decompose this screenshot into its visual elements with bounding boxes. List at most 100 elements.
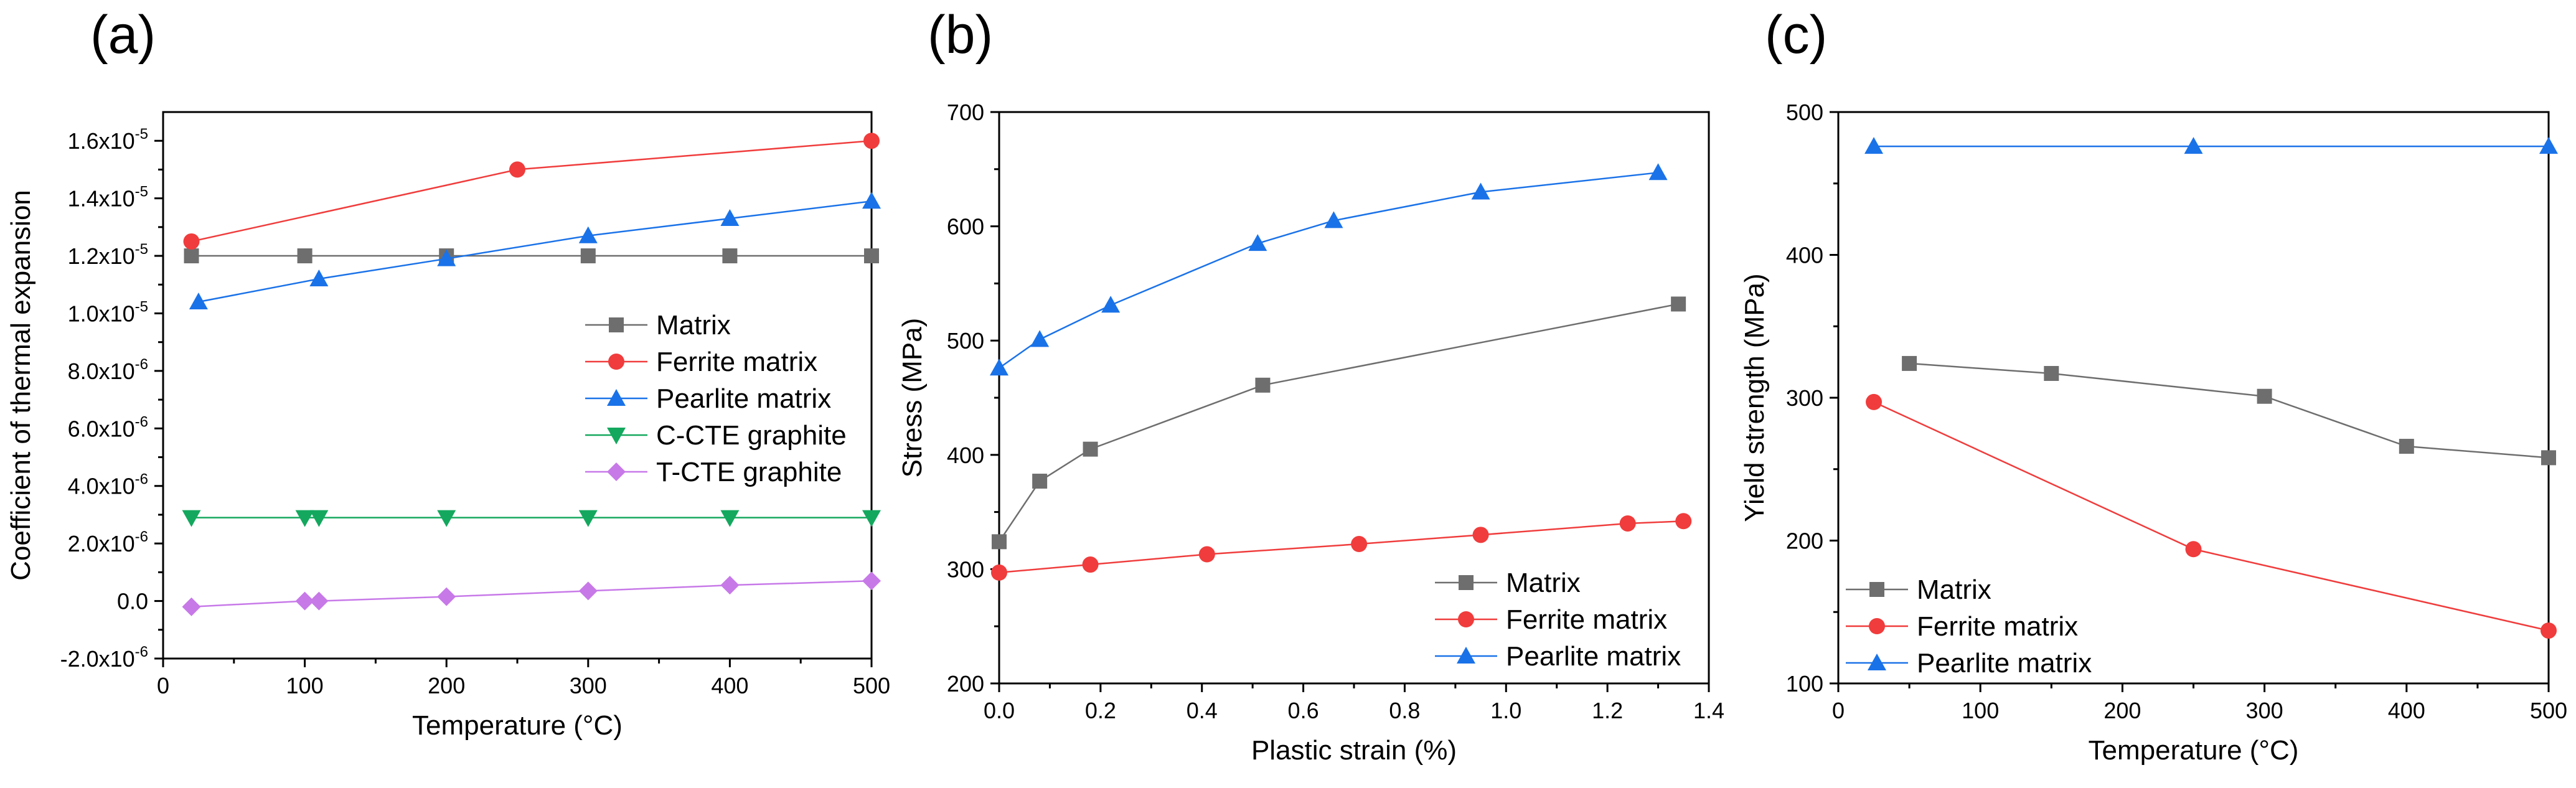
data-point xyxy=(862,571,881,591)
data-point xyxy=(864,248,879,264)
data-point xyxy=(580,248,596,264)
series-line xyxy=(198,200,872,303)
legend-item: Ferrite matrix xyxy=(1435,604,1667,635)
data-point xyxy=(437,510,456,527)
series-matrix xyxy=(1902,355,2556,466)
legend-item: Matrix xyxy=(1435,568,1581,598)
legend-marker xyxy=(607,389,626,406)
data-point xyxy=(1471,182,1490,200)
data-point xyxy=(720,576,740,595)
x-tick-label: 100 xyxy=(286,673,324,698)
y-axis: -2.0x10-6 0.0 2.0x10-6 4.0x10-6 6.0x10-6 8.0x… xyxy=(60,126,163,672)
data-point xyxy=(1864,137,1884,154)
data-point xyxy=(309,591,329,611)
y-tick-label: -2.0x10-6 xyxy=(60,644,148,672)
y-axis: 100 200 300 400 500 xyxy=(1786,100,1838,697)
data-point xyxy=(295,510,314,527)
y-axis-title: Coefficient of thermal expansion xyxy=(6,190,36,581)
legend-item: Pearlite matrix xyxy=(1846,648,2092,678)
data-point xyxy=(182,510,201,527)
data-point xyxy=(2541,622,2557,639)
legend-marker xyxy=(1868,654,1886,670)
legend: Matrix Ferrite matrix Pearlite matrix xyxy=(1435,568,1681,672)
x-tick-label: 200 xyxy=(2104,698,2141,723)
y-tick-label: 8.0x10-6 xyxy=(68,356,148,384)
series-line xyxy=(191,579,872,608)
y-tick-label: 1.0x10-5 xyxy=(68,298,148,326)
legend-label: Ferrite matrix xyxy=(1506,604,1667,635)
data-point xyxy=(437,249,456,266)
series-matrix xyxy=(184,248,879,264)
series-line xyxy=(999,520,1684,574)
data-point xyxy=(1198,546,1215,563)
series-c-cte-graphite xyxy=(182,510,881,527)
data-point xyxy=(578,510,598,527)
x-tick-label: 0.6 xyxy=(1288,698,1319,723)
y-tick-label: 100 xyxy=(1786,671,1823,697)
y-axis-title: Stress (MPa) xyxy=(897,318,928,478)
legend-marker xyxy=(1869,618,1885,634)
x-tick-label: 1.2 xyxy=(1592,698,1623,723)
legend-marker xyxy=(608,354,624,370)
data-point xyxy=(578,226,598,243)
data-point xyxy=(720,209,740,226)
data-point xyxy=(2539,137,2558,154)
x-axis: 0 100 200 300 400 500 xyxy=(1832,683,2567,723)
legend-marker xyxy=(1458,611,1474,627)
x-tick-label: 1.4 xyxy=(1693,698,1724,723)
data-point xyxy=(295,591,314,611)
data-point xyxy=(1351,536,1368,553)
data-point xyxy=(309,270,329,287)
data-point xyxy=(1082,556,1099,573)
y-tick-label: 1.6x10-5 xyxy=(68,126,148,154)
y-tick-label: 300 xyxy=(947,556,984,582)
legend-marker xyxy=(1459,575,1474,590)
legend-item: Matrix xyxy=(585,310,731,340)
data-point xyxy=(1902,355,1917,371)
panel-letter: (b) xyxy=(928,5,993,65)
series-line xyxy=(998,303,1679,543)
y-tick-label: 6.0x10-6 xyxy=(68,413,148,441)
y-tick-label: 300 xyxy=(1786,385,1823,411)
legend-label: Pearlite matrix xyxy=(656,383,831,414)
legend-item: Ferrite matrix xyxy=(585,347,817,377)
y-tick-label: 2.0x10-6 xyxy=(68,528,148,556)
series-ferrite-matrix xyxy=(1866,393,2557,639)
data-point xyxy=(2257,388,2272,404)
data-point xyxy=(1675,513,1692,530)
series-line xyxy=(191,139,872,243)
legend-label: Ferrite matrix xyxy=(656,347,817,377)
y-tick-label: 400 xyxy=(947,443,984,468)
x-tick-label: 1.0 xyxy=(1490,698,1521,723)
x-tick-label: 400 xyxy=(2388,698,2425,723)
legend-item: Pearlite matrix xyxy=(585,383,831,414)
legend-marker xyxy=(607,428,626,444)
legend-item: Pearlite matrix xyxy=(1435,641,1681,672)
series-pearlite-matrix xyxy=(990,163,1668,376)
data-point xyxy=(990,359,1008,376)
x-tick-label: 0.4 xyxy=(1187,698,1218,723)
legend-item: Ferrite matrix xyxy=(1846,611,2078,642)
data-point xyxy=(1083,441,1098,457)
data-point xyxy=(2184,137,2203,154)
series-ferrite-matrix xyxy=(991,513,1692,581)
series-t-cte-graphite xyxy=(182,571,881,616)
data-point xyxy=(1101,296,1121,313)
series-pearlite-matrix xyxy=(1864,137,2558,154)
x-tick-label: 0.2 xyxy=(1085,698,1116,723)
legend-label: Matrix xyxy=(1917,575,1991,605)
data-point xyxy=(189,292,208,309)
x-tick-label: 0 xyxy=(1832,698,1845,723)
chart-panel-1: (a) 0 100 200 300 400 500 -2.0x10-6 0.0 2.0x10-6 4… xyxy=(6,5,890,741)
data-point xyxy=(1324,211,1343,228)
y-tick-label: 200 xyxy=(1786,528,1823,554)
series-line xyxy=(999,172,1658,369)
series-line xyxy=(1909,362,2549,459)
panel-letter: (c) xyxy=(1765,5,1827,65)
y-tick-label: 1.4x10-5 xyxy=(68,184,148,212)
data-point xyxy=(1032,474,1048,489)
x-tick-label: 300 xyxy=(570,673,607,698)
chart-panel-2: (b) 0.0 0.2 0.4 0.6 0.8 1.0 1.2 1.4 200 300 400 500 6… xyxy=(897,5,1724,766)
y-tick-label: 500 xyxy=(1786,100,1823,125)
x-axis: 0.0 0.2 0.4 0.6 0.8 1.0 1.2 1.4 xyxy=(984,683,1724,723)
